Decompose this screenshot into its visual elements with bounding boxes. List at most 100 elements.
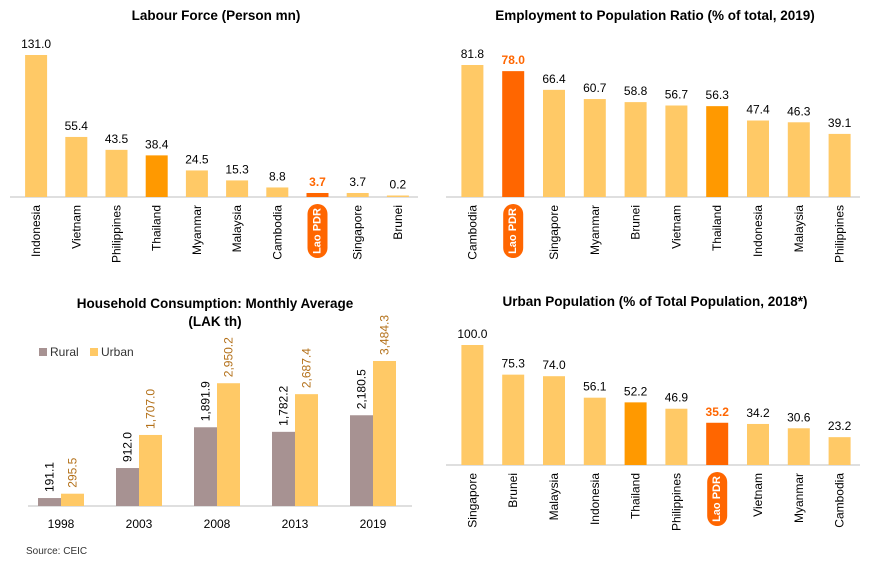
urban-population-title: Urban Population (% of Total Population,… xyxy=(502,294,807,309)
labour-bar-singapore xyxy=(346,192,369,197)
employment-value-label: 47.4 xyxy=(746,103,770,117)
employment-bar-singapore xyxy=(543,89,565,197)
employment-value-label: 60.7 xyxy=(583,81,607,95)
household-value-label: 2,180.5 xyxy=(355,369,369,409)
household-legend: Rural Urban xyxy=(39,345,134,359)
urban-highlight-pill xyxy=(707,472,728,526)
employment-bar-lao-pdr xyxy=(502,71,525,197)
household-bar-rural-2019 xyxy=(350,415,373,506)
urban-category-label: Brunei xyxy=(506,473,520,508)
urban-value-label: 56.1 xyxy=(583,380,607,394)
urban-category-label: Philippines xyxy=(669,473,683,531)
household-value-label: 1,707.0 xyxy=(144,389,158,429)
urban-value-label: 46.9 xyxy=(665,391,689,405)
legend-label-urban: Urban xyxy=(101,345,134,359)
labour-category-label: Lao PDR xyxy=(312,208,324,254)
household-bar-urban-2013 xyxy=(295,394,318,506)
urban-value-label: 34.2 xyxy=(746,406,770,420)
labour-category-label: Singapore xyxy=(351,205,365,260)
employment-bar-thailand xyxy=(706,106,729,197)
household-value-label: 191.1 xyxy=(43,462,57,492)
labour-value-label: 38.4 xyxy=(145,137,169,151)
employment-value-label: 39.1 xyxy=(828,116,852,130)
labour-value-label: 3.7 xyxy=(309,175,326,189)
urban-bar-brunei xyxy=(502,374,525,465)
urban-value-label: 74.0 xyxy=(542,358,566,372)
labour-value-label: 3.7 xyxy=(349,175,366,189)
employment-bar-malaysia xyxy=(787,122,810,197)
household-bar-rural-2013 xyxy=(272,431,295,506)
urban-value-label: 75.3 xyxy=(502,357,526,371)
household-category-label: 2013 xyxy=(282,517,309,531)
urban-value-label: 23.2 xyxy=(828,419,852,433)
labour-category-label: Cambodia xyxy=(270,205,284,260)
household-bar-urban-2008 xyxy=(217,383,240,506)
labour-category-label: Brunei xyxy=(391,205,405,240)
labour-bar-philippines xyxy=(105,149,128,197)
employment-bar-myanmar xyxy=(583,99,606,197)
household-bar-rural-1998 xyxy=(38,498,61,506)
labour-value-label: 8.8 xyxy=(269,169,286,183)
urban-value-label: 30.6 xyxy=(787,410,811,424)
household-value-label: 1,782.2 xyxy=(277,385,291,425)
labour-bar-brunei xyxy=(386,195,409,197)
labour-category-label: Philippines xyxy=(110,205,124,263)
household-bar-rural-2008 xyxy=(194,427,217,506)
urban-population-chart: Urban Population (% of Total Population,… xyxy=(446,294,860,531)
urban-category-label: Malaysia xyxy=(547,473,561,521)
employment-bar-brunei xyxy=(624,102,647,197)
labour-force-chart: Labour Force (Person mn) 131.0 Indonesia 5… xyxy=(10,8,418,263)
legend-swatch-rural xyxy=(39,348,47,356)
labour-value-label: 0.2 xyxy=(390,178,407,192)
source-note: Source: CEIC xyxy=(26,546,88,557)
employment-bar-cambodia xyxy=(461,65,484,197)
household-bar-urban-2003 xyxy=(139,434,162,506)
household-value-label: 2,950.2 xyxy=(222,337,236,377)
household-bar-urban-2019 xyxy=(373,361,396,506)
urban-bar-vietnam xyxy=(747,423,769,465)
labour-category-label: Vietnam xyxy=(69,205,83,249)
employment-ratio-title: Employment to Population Ratio (% of tot… xyxy=(495,8,815,23)
employment-category-label: Cambodia xyxy=(465,205,479,260)
employment-value-label: 66.4 xyxy=(542,72,566,86)
household-category-label: 2019 xyxy=(360,517,387,531)
labour-category-label: Indonesia xyxy=(29,205,43,257)
labour-category-label: Malaysia xyxy=(230,205,244,253)
employment-highlight-pill xyxy=(503,204,524,258)
labour-bar-thailand xyxy=(145,155,168,197)
labour-highlight-pill xyxy=(307,204,328,258)
urban-bar-cambodia xyxy=(828,437,851,465)
employment-value-label: 46.3 xyxy=(787,104,811,118)
employment-value-label: 56.3 xyxy=(706,88,730,102)
employment-value-label: 81.8 xyxy=(461,47,485,61)
household-consumption-subtitle: (LAK th) xyxy=(188,314,241,329)
household-bar-rural-2003 xyxy=(116,468,139,506)
employment-bar-indonesia xyxy=(747,120,769,197)
labour-category-label: Myanmar xyxy=(190,205,204,255)
urban-bar-philippines xyxy=(665,408,688,465)
household-value-label: 3,484.3 xyxy=(378,315,392,355)
urban-category-label: Indonesia xyxy=(588,473,602,525)
household-value-label: 295.5 xyxy=(66,457,80,487)
legend-label-rural: Rural xyxy=(50,345,79,359)
household-consumption-title: Household Consumption: Monthly Average xyxy=(77,296,354,311)
urban-bar-singapore xyxy=(461,345,484,465)
household-value-label: 2,687.4 xyxy=(300,348,314,388)
labour-bar-vietnam xyxy=(65,136,88,197)
legend-swatch-urban xyxy=(90,348,98,356)
employment-bar-vietnam xyxy=(665,105,688,197)
urban-category-label: Singapore xyxy=(465,473,479,528)
employment-category-label: Thailand xyxy=(710,205,724,251)
labour-bar-indonesia xyxy=(25,55,48,197)
labour-value-label: 24.5 xyxy=(185,152,209,166)
urban-category-label: Myanmar xyxy=(792,473,806,523)
labour-bar-cambodia xyxy=(266,187,289,197)
employment-category-label: Myanmar xyxy=(588,205,602,255)
labour-force-title: Labour Force (Person mn) xyxy=(132,8,301,23)
urban-value-label: 52.2 xyxy=(624,384,648,398)
employment-category-label: Lao PDR xyxy=(507,208,519,254)
labour-category-label: Thailand xyxy=(150,205,164,251)
urban-category-label: Lao PDR xyxy=(711,476,723,522)
employment-value-label: 78.0 xyxy=(502,53,526,67)
urban-value-label: 35.2 xyxy=(706,405,730,419)
